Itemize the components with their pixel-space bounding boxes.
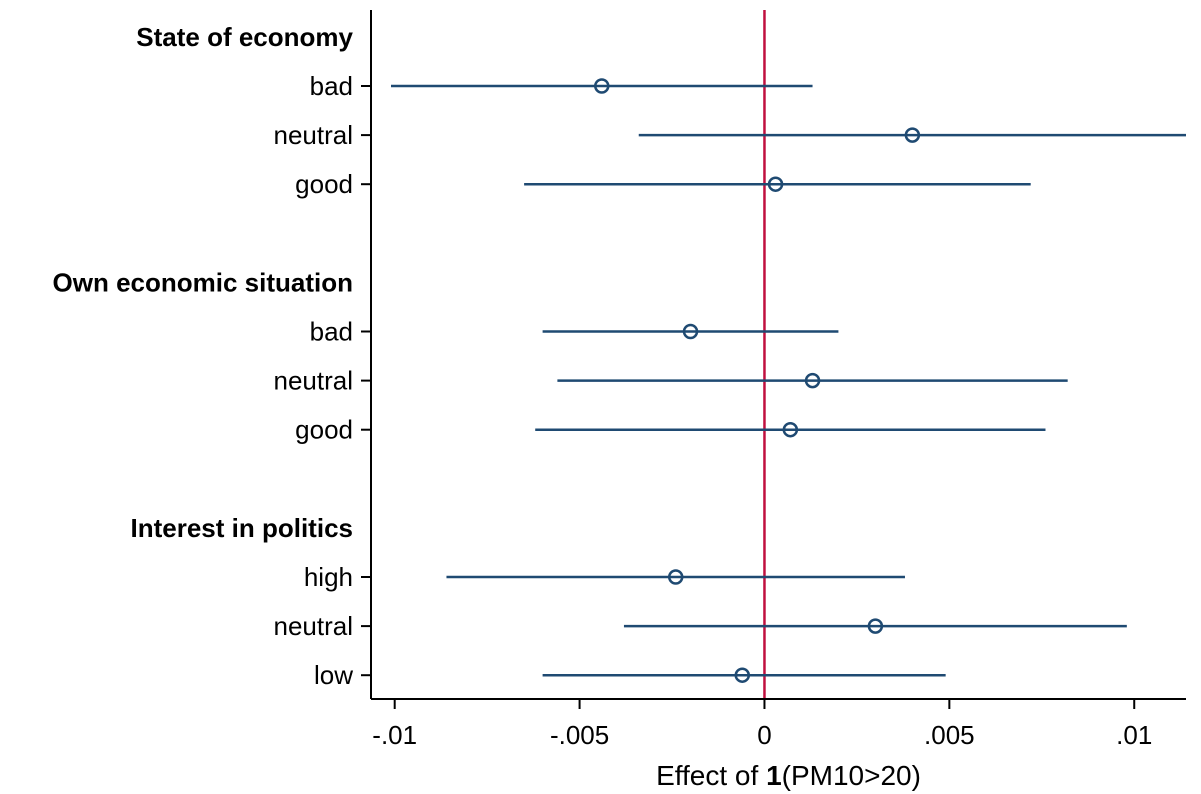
point-estimate [782, 421, 799, 438]
row-label: neutral [274, 611, 354, 641]
x-axis-title: Effect of 1(PM10>20) [656, 760, 921, 791]
point-estimate [667, 569, 684, 585]
row-label: good [295, 415, 353, 445]
point-estimate [867, 618, 884, 634]
point-estimate [682, 323, 699, 340]
row-label: neutral [274, 120, 354, 150]
row-label: good [295, 169, 353, 199]
x-tick-label: 0 [757, 720, 771, 750]
x-axis-title-suffix: (PM10>20) [782, 760, 921, 791]
point-estimate [767, 176, 784, 192]
axis-layer [370, 10, 1186, 700]
x-tick-label: -.005 [550, 720, 609, 750]
x-tick-label: .005 [924, 720, 975, 750]
point-estimate [804, 372, 821, 389]
row-label: neutral [274, 366, 354, 396]
x-axis-title-prefix: Effect of [656, 760, 766, 791]
point-estimate [734, 667, 751, 683]
row-label: low [314, 660, 353, 690]
row-label-layer: State of economy bad neutral good Own econom… [53, 22, 371, 690]
row-label: bad [310, 317, 353, 347]
x-tick-layer: -.01 -.005 0 .005 .01 [372, 699, 1152, 750]
row-label: bad [310, 71, 353, 101]
row-label: high [304, 562, 353, 592]
confidence-interval-layer [391, 78, 1186, 683]
point-estimate [594, 78, 610, 94]
x-tick-label: -.01 [372, 720, 417, 750]
point-estimate [904, 127, 921, 143]
x-axis-title-bold: 1 [766, 760, 782, 791]
x-tick-label: .01 [1116, 720, 1152, 750]
group-label: Own economic situation [53, 267, 353, 297]
group-label: Interest in politics [131, 513, 354, 543]
group-label: State of economy [136, 22, 353, 52]
